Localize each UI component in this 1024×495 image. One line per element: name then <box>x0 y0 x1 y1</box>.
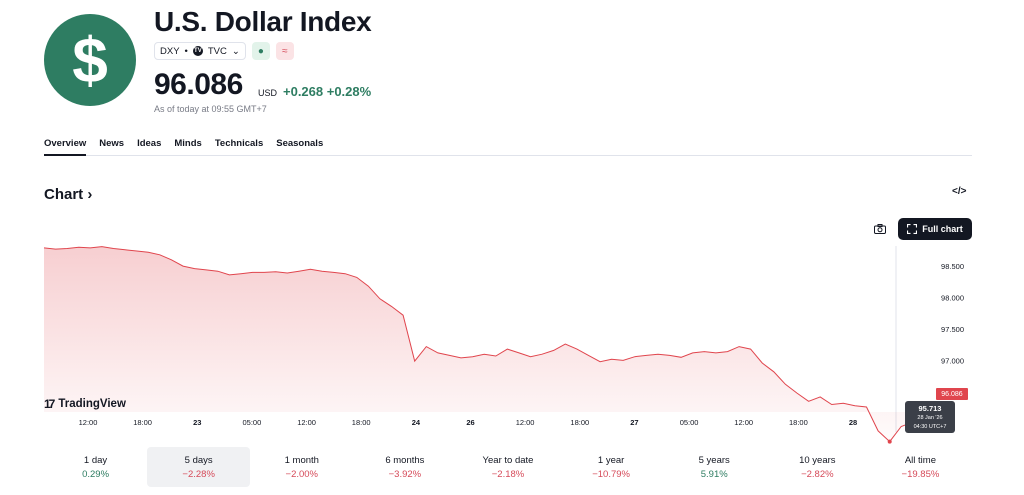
period-label: Year to date <box>482 455 534 466</box>
period-button[interactable]: Year to date −2.18% <box>456 447 559 487</box>
period-change-value: −2.00% <box>285 469 319 480</box>
period-button[interactable]: 1 year −10.79% <box>560 447 663 487</box>
period-change-value: 5.91% <box>700 469 728 480</box>
period-button[interactable]: 5 days −2.28% <box>147 447 251 487</box>
embed-code-icon[interactable]: </> <box>952 186 967 197</box>
period-label: 1 month <box>284 455 319 466</box>
period-label: 5 years <box>698 455 730 466</box>
dollar-logo: $ <box>44 14 136 106</box>
y-tick-label: 97.000 <box>941 356 964 365</box>
x-tick-label: 24 <box>412 418 421 427</box>
tab-news[interactable]: News <box>99 138 125 149</box>
x-tick-label: 12:00 <box>79 418 98 427</box>
tab-seasonals[interactable]: Seasonals <box>276 138 324 149</box>
page-title: U.S. Dollar Index <box>154 6 372 37</box>
period-performance-strip: 1 day 0.29% 5 days −2.28% 1 month −2.00% 6 mon… <box>44 447 972 487</box>
crosshair-tooltip: 95.713 28 Jan '26 04:30 UTC+7 <box>905 401 955 433</box>
y-tick-label: 98.000 <box>941 294 964 303</box>
period-label: 10 years <box>799 455 836 466</box>
x-tick-label: 18:00 <box>352 418 371 427</box>
as-of-timestamp: As of today at 09:55 GMT+7 <box>154 104 267 114</box>
delayed-data-badge[interactable]: ≈ <box>275 42 294 60</box>
chart-heading-label: Chart <box>44 186 84 203</box>
tradingview-label: TradingView <box>58 398 126 410</box>
separator-dot: • <box>184 45 188 57</box>
full-chart-label: Full chart <box>922 224 963 234</box>
period-button[interactable]: 10 years −2.82% <box>766 447 869 487</box>
price-change: +0.268 +0.28% <box>283 84 372 99</box>
crosshair-point-marker <box>887 439 892 444</box>
last-price: 96.086 <box>154 68 243 101</box>
symbol-ticker: DXY <box>160 45 180 57</box>
period-label: 5 days <box>184 455 213 466</box>
y-tick-label: 97.500 <box>941 325 964 334</box>
x-tick-label: 23 <box>193 418 201 427</box>
period-label: All time <box>904 455 936 466</box>
chart-heading-link[interactable]: Chart › <box>44 186 92 203</box>
period-button[interactable]: 1 day 0.29% <box>44 447 147 487</box>
tooltip-date: 28 Jan '26 <box>917 415 943 421</box>
x-tick-label: 27 <box>630 418 638 427</box>
section-tabs: Overview News Ideas Minds Technicals Sea… <box>44 138 972 156</box>
expand-icon <box>907 224 918 234</box>
chevron-right-icon: › <box>87 186 93 203</box>
currency-label: USD <box>258 88 278 98</box>
market-open-badge[interactable]: ● <box>251 42 270 60</box>
period-change-value: −10.79% <box>592 469 630 480</box>
tab-technicals[interactable]: Technicals <box>214 138 264 149</box>
period-button[interactable]: All time −19.85% <box>869 447 972 487</box>
x-tick-label: 18:00 <box>789 418 808 427</box>
tab-ideas[interactable]: Ideas <box>137 138 162 149</box>
x-tick-label: 05:00 <box>680 418 699 427</box>
period-label: 1 year <box>597 455 625 466</box>
x-tick-label: 18:00 <box>133 418 152 427</box>
period-change-value: −3.92% <box>388 469 422 480</box>
x-tick-label: 12:00 <box>297 418 316 427</box>
symbol-chip[interactable]: DXY • TV TVC ⌄ <box>154 42 246 60</box>
tooltip-time: 04:30 UTC+7 <box>913 423 947 430</box>
x-tick-label: 18:00 <box>570 418 589 427</box>
tradingview-logo-icon: 17 <box>44 397 55 411</box>
period-button[interactable]: 6 months −3.92% <box>353 447 456 487</box>
period-change-value: −19.85% <box>901 469 940 480</box>
x-tick-label: 05:00 <box>243 418 262 427</box>
last-price-tag: 96.086 <box>936 388 968 400</box>
period-button[interactable]: 5 years 5.91% <box>663 447 766 487</box>
x-tick-label: 26 <box>466 418 474 427</box>
chevron-down-icon: ⌄ <box>231 45 240 57</box>
y-tick-label: 98.500 <box>941 262 964 271</box>
exchange-icon: TV <box>192 46 203 56</box>
tab-minds[interactable]: Minds <box>174 138 202 149</box>
period-change-value: 0.29% <box>82 469 110 480</box>
x-tick-label: 12:00 <box>516 418 535 427</box>
x-tick-label: 12:00 <box>734 418 753 427</box>
period-label: 1 day <box>83 455 108 466</box>
period-label: 6 months <box>385 455 425 466</box>
tab-overview[interactable]: Overview <box>44 138 87 156</box>
symbol-meta-row: DXY • TV TVC ⌄ ● ≈ <box>154 42 294 60</box>
price-series-line <box>43 246 937 443</box>
period-change-value: −2.18% <box>491 469 525 480</box>
period-change-value: −2.28% <box>182 469 215 480</box>
price-area-fill <box>44 246 936 442</box>
exchange-name: TVC <box>207 45 227 57</box>
camera-icon[interactable] <box>869 219 891 239</box>
tooltip-value: 95.713 <box>918 404 942 413</box>
period-change-value: −2.82% <box>801 469 834 480</box>
x-tick-label: 28 <box>849 418 857 427</box>
period-button[interactable]: 1 month −2.00% <box>250 447 353 487</box>
full-chart-button[interactable]: Full chart <box>898 218 972 240</box>
tradingview-brand[interactable]: 17 TradingView <box>44 397 126 411</box>
